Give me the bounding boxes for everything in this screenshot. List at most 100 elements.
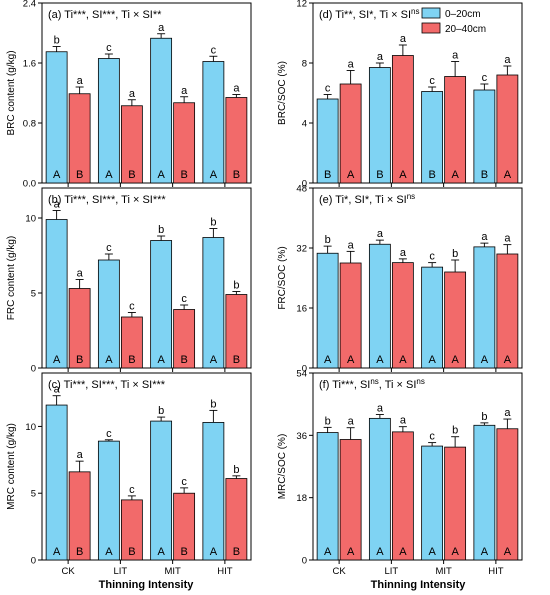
- significance-letter: a: [77, 268, 84, 280]
- significance-letter: b: [210, 217, 216, 229]
- panel-e-title: (e) Ti*, SI*, Ti × SIns: [319, 192, 415, 206]
- y-tick-label: 5: [31, 289, 36, 300]
- y-tick-label: 48: [296, 184, 307, 195]
- y-tick-label: 10: [25, 422, 36, 433]
- y-tick-label: 0: [31, 556, 36, 567]
- panel-e-frame: [312, 187, 523, 369]
- bar: [391, 55, 414, 184]
- bar: [97, 440, 120, 561]
- significance-letter: a: [54, 384, 61, 396]
- depth-letter: B: [76, 546, 83, 558]
- significance-letter: c: [129, 484, 135, 496]
- panel-d-bars: c Ba Aa Ba Ac Ba Ac Ba A: [316, 33, 519, 187]
- significance-letter: b: [233, 280, 239, 292]
- depth-letter: A: [428, 354, 436, 366]
- significance-letter: b: [54, 35, 60, 47]
- significance-letter: a: [377, 228, 384, 240]
- panel-c-ylabel: MRC content (g/kg): [6, 423, 17, 510]
- depth-letter: B: [128, 169, 135, 181]
- depth-letter: A: [324, 546, 332, 558]
- bar: [45, 219, 68, 369]
- depth-letter: A: [399, 169, 407, 181]
- significance-letter: a: [400, 415, 407, 427]
- panel-a-ylabel: BRC content (g/kg): [6, 50, 17, 135]
- depth-letter: A: [347, 354, 355, 366]
- y-tick-label: 32: [296, 244, 307, 255]
- panel-f-y-ticks: 0 18 36 54: [296, 369, 313, 567]
- bar: [368, 417, 391, 561]
- y-tick-label: 0.8: [23, 119, 36, 130]
- significance-letter: a: [377, 51, 384, 63]
- panel-e: 0 16 32 48 FRC/SOC (%) (e) Ti*, SI*, Ti × SIn…: [277, 184, 523, 375]
- significance-letter: a: [77, 75, 84, 87]
- bar: [444, 446, 467, 561]
- depth-letter: A: [451, 546, 459, 558]
- bar: [97, 58, 120, 184]
- significance-letter: b: [481, 411, 487, 423]
- x-axis-title-left: Thinning Intensity: [99, 579, 195, 591]
- depth-letter: A: [53, 546, 61, 558]
- depth-letter: B: [233, 546, 240, 558]
- significance-letter: a: [504, 54, 511, 66]
- significance-letter: a: [400, 247, 407, 259]
- bar: [496, 428, 519, 561]
- bar: [391, 431, 414, 561]
- legend-label: 20–40cm: [445, 24, 486, 35]
- depth-letter: B: [324, 169, 331, 181]
- bar: [473, 246, 496, 369]
- panels: 0.0 0.8 1.6 2.4 BRC content (g/kg) (a) Ti***,…: [6, 0, 523, 577]
- significance-letter: b: [325, 415, 331, 427]
- x-tick-label: MIT: [435, 566, 452, 577]
- significance-letter: a: [348, 59, 355, 71]
- y-tick-label: 16: [296, 304, 307, 315]
- x-tick-label: HIT: [217, 566, 233, 577]
- panel-e-y-ticks: 0 16 32 48: [296, 184, 313, 375]
- bar: [421, 445, 444, 561]
- significance-letter: a: [129, 88, 136, 100]
- legend: 0–20cm 20–40cm: [421, 7, 486, 35]
- bar: [150, 420, 173, 561]
- bar: [202, 237, 225, 369]
- depth-letter: B: [233, 169, 240, 181]
- depth-letter: B: [481, 169, 488, 181]
- depth-letter: A: [451, 169, 459, 181]
- panel-f-frame: [312, 372, 523, 561]
- depth-letter: B: [180, 354, 187, 366]
- panel-c-title: (c) Ti***, SI***, Ti × SI***: [48, 379, 166, 391]
- significance-letter: b: [452, 425, 458, 437]
- significance-letter: a: [504, 233, 511, 245]
- depth-letter: A: [376, 546, 384, 558]
- significance-letter: a: [158, 22, 165, 34]
- panel-b-ylabel: FRC content (g/kg): [6, 236, 17, 320]
- panel-a-y-ticks: 0.0 0.8 1.6 2.4: [23, 0, 42, 190]
- y-tick-label: 12: [296, 0, 307, 10]
- x-tick-label: CK: [333, 566, 347, 577]
- panel-b-bars: a Aa Bc Ac Bb Ac Bb Ab B: [45, 199, 248, 372]
- depth-letter: B: [76, 169, 83, 181]
- depth-letter: A: [481, 546, 489, 558]
- depth-letter: A: [504, 354, 512, 366]
- x-tick-label: MIT: [164, 566, 181, 577]
- significance-letter: b: [158, 224, 164, 236]
- depth-letter: B: [180, 169, 187, 181]
- depth-letter: A: [53, 169, 61, 181]
- bar: [496, 253, 519, 369]
- significance-letter: c: [325, 83, 331, 95]
- significance-letter: c: [181, 476, 187, 488]
- y-tick-label: 18: [296, 493, 307, 504]
- depth-letter: A: [399, 546, 407, 558]
- bar: [496, 74, 519, 184]
- panel-c-frame: [41, 372, 252, 561]
- panel-f: 0 18 36 54 MRC/SOC (%) (f) Ti***, SIns, Ti × …: [277, 369, 523, 577]
- significance-letter: c: [106, 242, 112, 254]
- x-tick-label: LIT: [114, 566, 128, 577]
- y-tick-label: 1.6: [23, 59, 36, 70]
- depth-letter: A: [157, 169, 165, 181]
- depth-letter: A: [210, 169, 218, 181]
- panel-a-bars: b Aa Bc Aa Ba Aa Bc Aa B: [45, 22, 248, 187]
- y-tick-label: 0: [302, 556, 307, 567]
- y-tick-label: 4: [302, 119, 307, 130]
- significance-letter: a: [77, 449, 84, 461]
